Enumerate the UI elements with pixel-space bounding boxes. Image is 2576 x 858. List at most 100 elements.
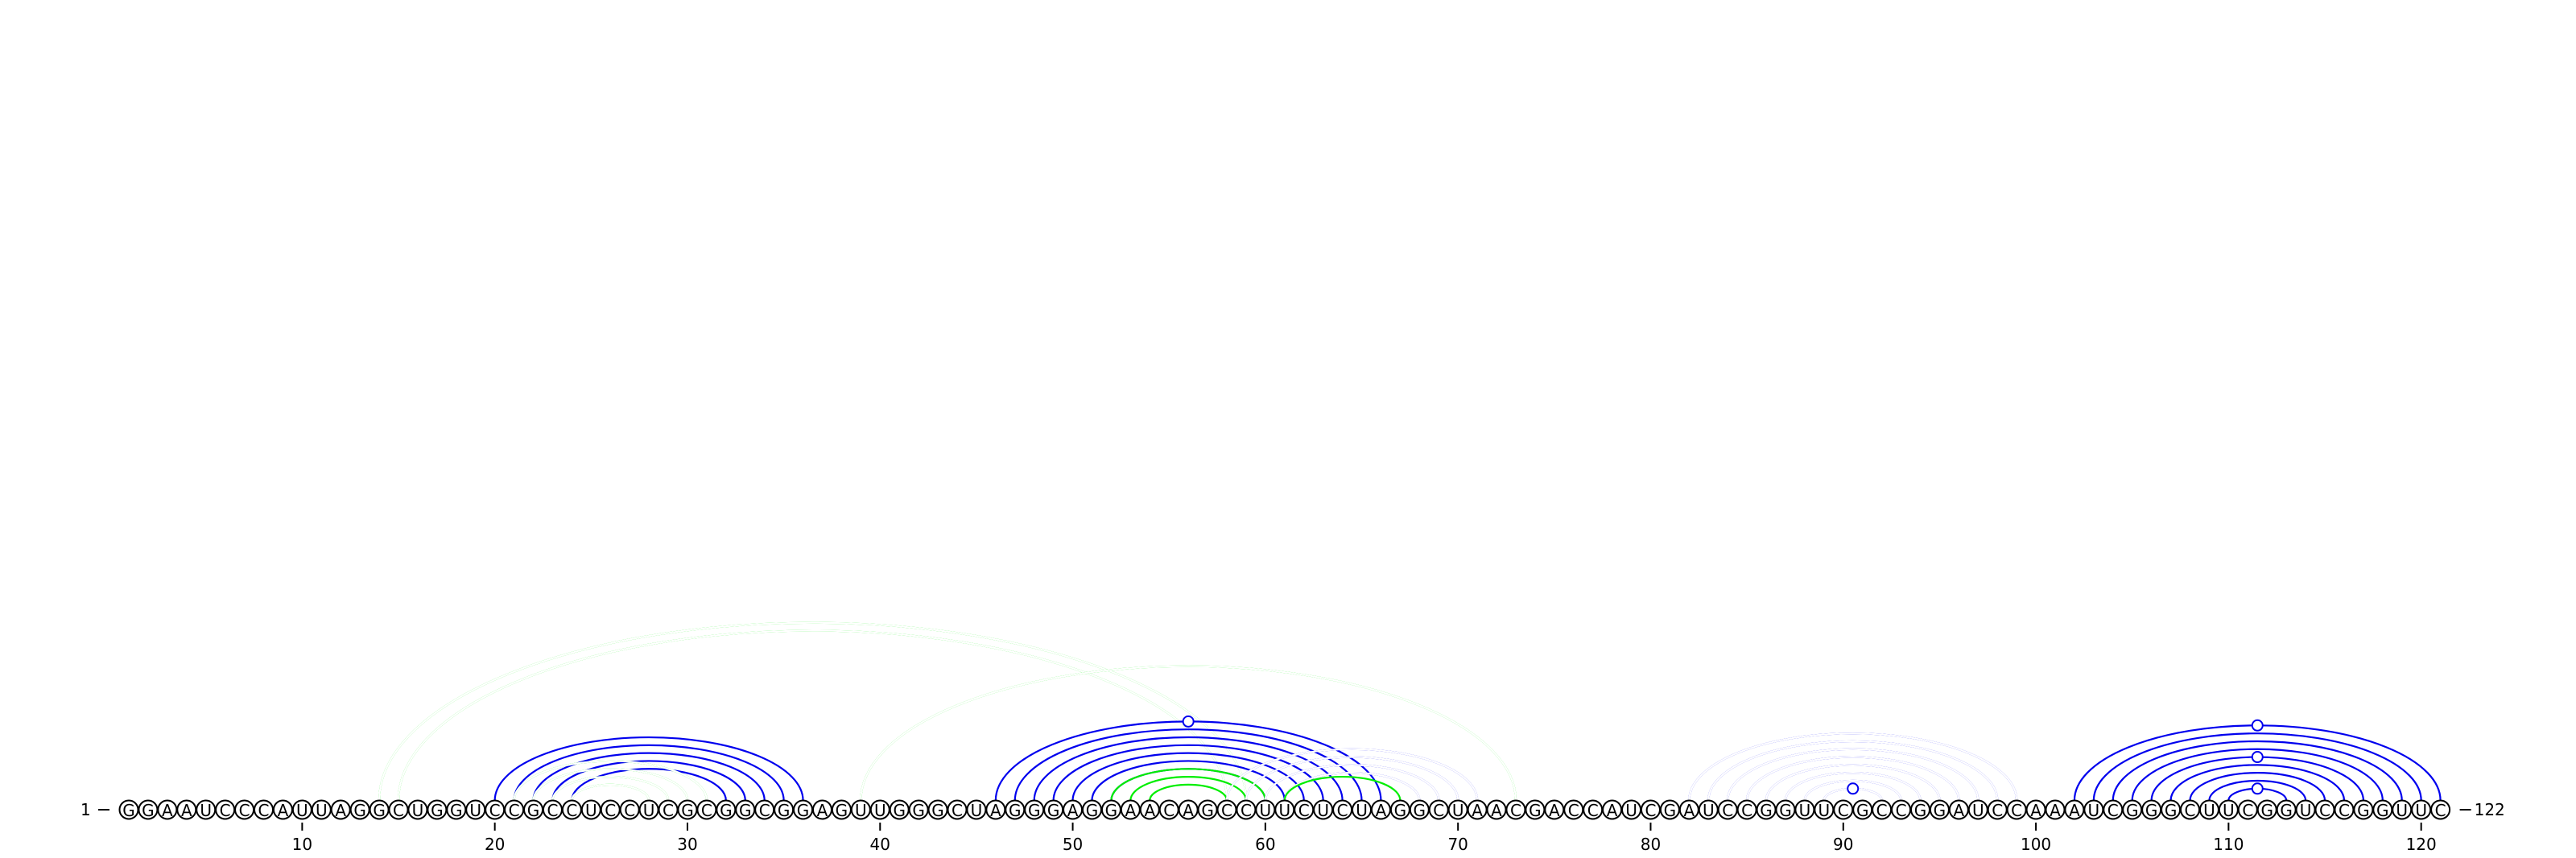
nucleotide-75: A bbox=[1544, 799, 1565, 820]
nucleotide-49-letter: G bbox=[1047, 801, 1060, 820]
nucleotide-84-letter: C bbox=[1722, 801, 1733, 820]
arc-marker-3 bbox=[2251, 751, 2264, 764]
nucleotide-97-letter: U bbox=[1972, 801, 1984, 820]
nucleotide-16: U bbox=[407, 799, 428, 820]
nucleotide-107-letter: G bbox=[2165, 801, 2178, 820]
tick-label-60: 60 bbox=[1255, 835, 1275, 854]
arc-marker-2 bbox=[2251, 719, 2264, 732]
nucleotide-98: C bbox=[1987, 799, 2008, 820]
nucleotide-62-letter: C bbox=[1298, 801, 1310, 820]
arc-stem-52-60-1 bbox=[1129, 775, 1248, 801]
nucleotide-63-letter: U bbox=[1317, 801, 1329, 820]
nucleotide-115-letter: C bbox=[2319, 801, 2330, 820]
nucleotide-1: G bbox=[118, 799, 139, 820]
nucleotide-52: G bbox=[1100, 799, 1121, 820]
nucleotide-24: C bbox=[561, 799, 582, 820]
nucleotide-29-letter: C bbox=[663, 801, 674, 820]
arc-stem-21-31-0-inner bbox=[513, 760, 708, 801]
nucleotide-13-letter: G bbox=[353, 801, 366, 820]
nucleotide-108-letter: C bbox=[2185, 801, 2196, 820]
nucleotide-94: G bbox=[1909, 799, 1930, 820]
nucleotide-88: U bbox=[1794, 799, 1815, 820]
nucleotide-18: G bbox=[446, 799, 467, 820]
nucleotide-34: C bbox=[754, 799, 775, 820]
nucleotide-115: C bbox=[2314, 799, 2335, 820]
nucleotide-118-letter: G bbox=[2376, 801, 2389, 820]
arc-stem-21-31-2-outer bbox=[551, 775, 670, 801]
nucleotide-1-letter: G bbox=[122, 801, 135, 820]
nucleotide-51-letter: G bbox=[1086, 801, 1099, 820]
nucleotide-23-letter: C bbox=[547, 801, 558, 820]
nucleotide-119-letter: U bbox=[2396, 801, 2408, 820]
arc-stem-82-98-5-inner bbox=[1784, 772, 1922, 801]
arc-stem-20-36-2 bbox=[532, 752, 766, 801]
nucleotide-57: G bbox=[1197, 799, 1218, 820]
nucleotide-43-letter: G bbox=[931, 801, 944, 820]
nucleotide-8: C bbox=[254, 799, 275, 820]
nucleotide-106: G bbox=[2141, 799, 2162, 820]
nucleotide-20: C bbox=[485, 799, 506, 820]
arc-stem-20-36-0 bbox=[493, 736, 804, 801]
nucleotide-40: U bbox=[869, 799, 890, 820]
nucleotide-53: A bbox=[1120, 799, 1141, 820]
nucleotide-45: U bbox=[966, 799, 987, 820]
nucleotide-69-letter: C bbox=[1433, 801, 1444, 820]
nucleotide-96: A bbox=[1948, 799, 1969, 820]
arc-stem-46-67-2 bbox=[1033, 736, 1344, 801]
nucleotide-82: A bbox=[1678, 799, 1699, 820]
arc-stem-46-67-3 bbox=[1052, 744, 1324, 801]
arc-stem-20-36-4 bbox=[571, 768, 727, 801]
nucleotide-54: A bbox=[1139, 799, 1160, 820]
nucleotide-6: C bbox=[215, 799, 236, 820]
nucleotide-74: G bbox=[1525, 799, 1546, 820]
tick-label-50: 50 bbox=[1063, 835, 1083, 854]
nucleotide-44: C bbox=[947, 799, 968, 820]
nucleotide-90-letter: C bbox=[1838, 801, 1849, 820]
nucleotide-70: U bbox=[1447, 799, 1468, 820]
tick-label-10: 10 bbox=[292, 835, 312, 854]
nucleotide-21-letter: C bbox=[509, 801, 520, 820]
nucleotide-83-letter: U bbox=[1703, 801, 1715, 820]
nucleotide-57-letter: G bbox=[1201, 801, 1214, 820]
nucleotide-24-letter: C bbox=[566, 801, 577, 820]
ticks-layer: 10 20 30 40 50 60 70 80 90 100 110 120 bbox=[292, 823, 2437, 854]
nucleotide-86: G bbox=[1756, 799, 1777, 820]
nucleotide-69: C bbox=[1428, 799, 1449, 820]
nucleotide-110: U bbox=[2218, 799, 2239, 820]
nucleotide-72-letter: A bbox=[1491, 801, 1502, 820]
arc-stem-82-98-1-inner bbox=[1707, 740, 1999, 801]
nucleotide-33-letter: G bbox=[739, 801, 752, 820]
nucleotide-75-letter: A bbox=[1549, 801, 1560, 820]
nucleotide-91-letter: G bbox=[1856, 801, 1869, 820]
nucleotide-5-letter: U bbox=[200, 801, 212, 820]
nucleotide-54-letter: A bbox=[1144, 801, 1155, 820]
nucleotide-11: U bbox=[311, 799, 332, 820]
nucleotide-79: U bbox=[1621, 799, 1642, 820]
nucleotide-108: C bbox=[2180, 799, 2201, 820]
nucleotide-2: G bbox=[138, 799, 159, 820]
nucleotide-105-letter: G bbox=[2126, 801, 2139, 820]
nucleotide-4: A bbox=[176, 799, 197, 820]
nucleotide-76-letter: C bbox=[1568, 801, 1579, 820]
nucleotide-41-letter: G bbox=[893, 801, 906, 820]
nucleotide-42: G bbox=[908, 799, 929, 820]
nucleotide-93: C bbox=[1891, 799, 1912, 820]
nucleotide-3: A bbox=[157, 799, 178, 820]
tick-label-70: 70 bbox=[1447, 835, 1468, 854]
nucleotide-35: G bbox=[774, 799, 795, 820]
nucleotide-82-letter: A bbox=[1683, 801, 1695, 820]
arc-stem-102-121-1 bbox=[2092, 732, 2422, 801]
nucleotide-77-letter: C bbox=[1587, 801, 1599, 820]
nucleotide-114-letter: U bbox=[2300, 801, 2312, 820]
nucleotide-12-letter: A bbox=[335, 801, 346, 820]
arc-stem-102-121-6 bbox=[2189, 772, 2326, 801]
nucleotide-15: C bbox=[388, 799, 409, 820]
nucleotide-88-letter: U bbox=[1799, 801, 1811, 820]
nucleotide-79-letter: U bbox=[1625, 801, 1637, 820]
nucleotide-45-letter: U bbox=[971, 801, 983, 820]
markers-layer bbox=[1182, 715, 2264, 795]
nucleotide-30: G bbox=[677, 799, 698, 820]
nucleotide-60-letter: U bbox=[1260, 801, 1272, 820]
arc-marker-4 bbox=[2251, 782, 2264, 795]
nucleotide-87-letter: G bbox=[1779, 801, 1792, 820]
